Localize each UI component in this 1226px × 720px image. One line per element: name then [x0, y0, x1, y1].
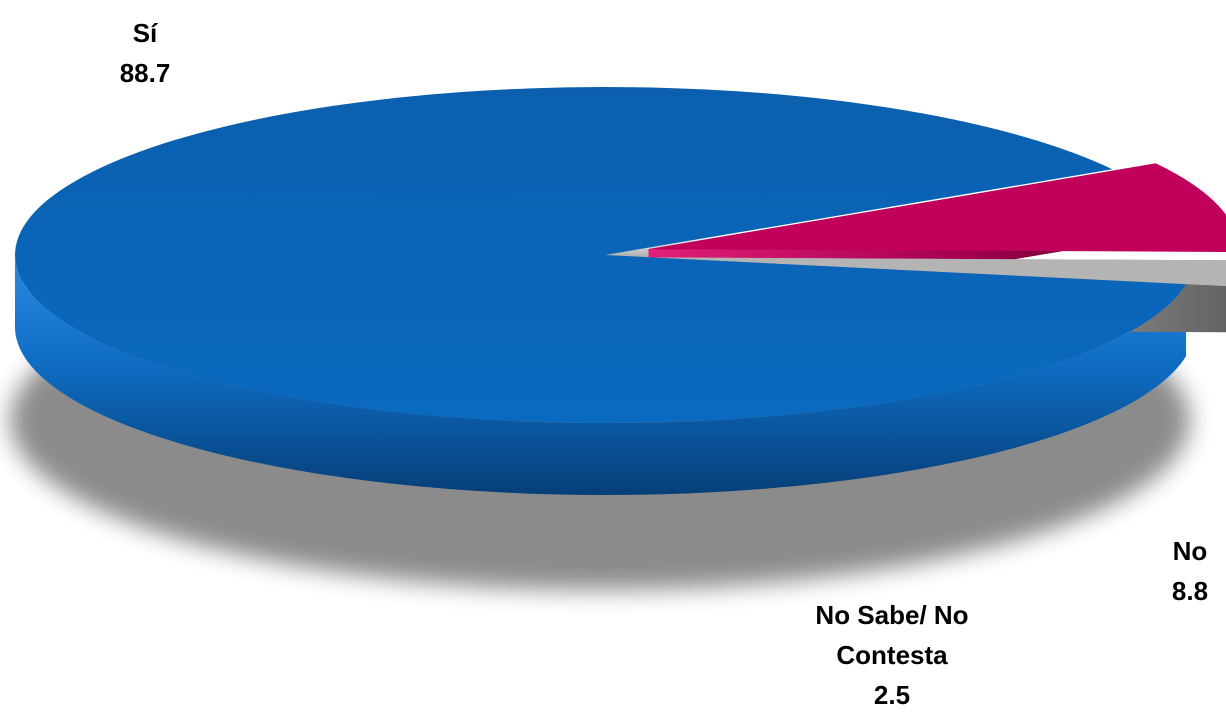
slice-value-label-2: 2.5 — [874, 680, 910, 710]
slice-label-2-line-1: Contesta — [836, 640, 948, 670]
pie-slice-2 — [654, 257, 1226, 287]
slice-value-label-0: 88.7 — [120, 58, 171, 88]
slice-value-label-1: 8.8 — [1172, 576, 1208, 606]
slice-label-0-line-0: Sí — [133, 18, 158, 48]
pie-slice-1 — [648, 163, 1226, 252]
slice-label-1-line-0: No — [1173, 536, 1208, 566]
slice-label-2-line-0: No Sabe/ No — [815, 600, 968, 630]
pie-slice-0 — [15, 87, 1187, 423]
pie-slice-side-0 — [15, 255, 1187, 495]
